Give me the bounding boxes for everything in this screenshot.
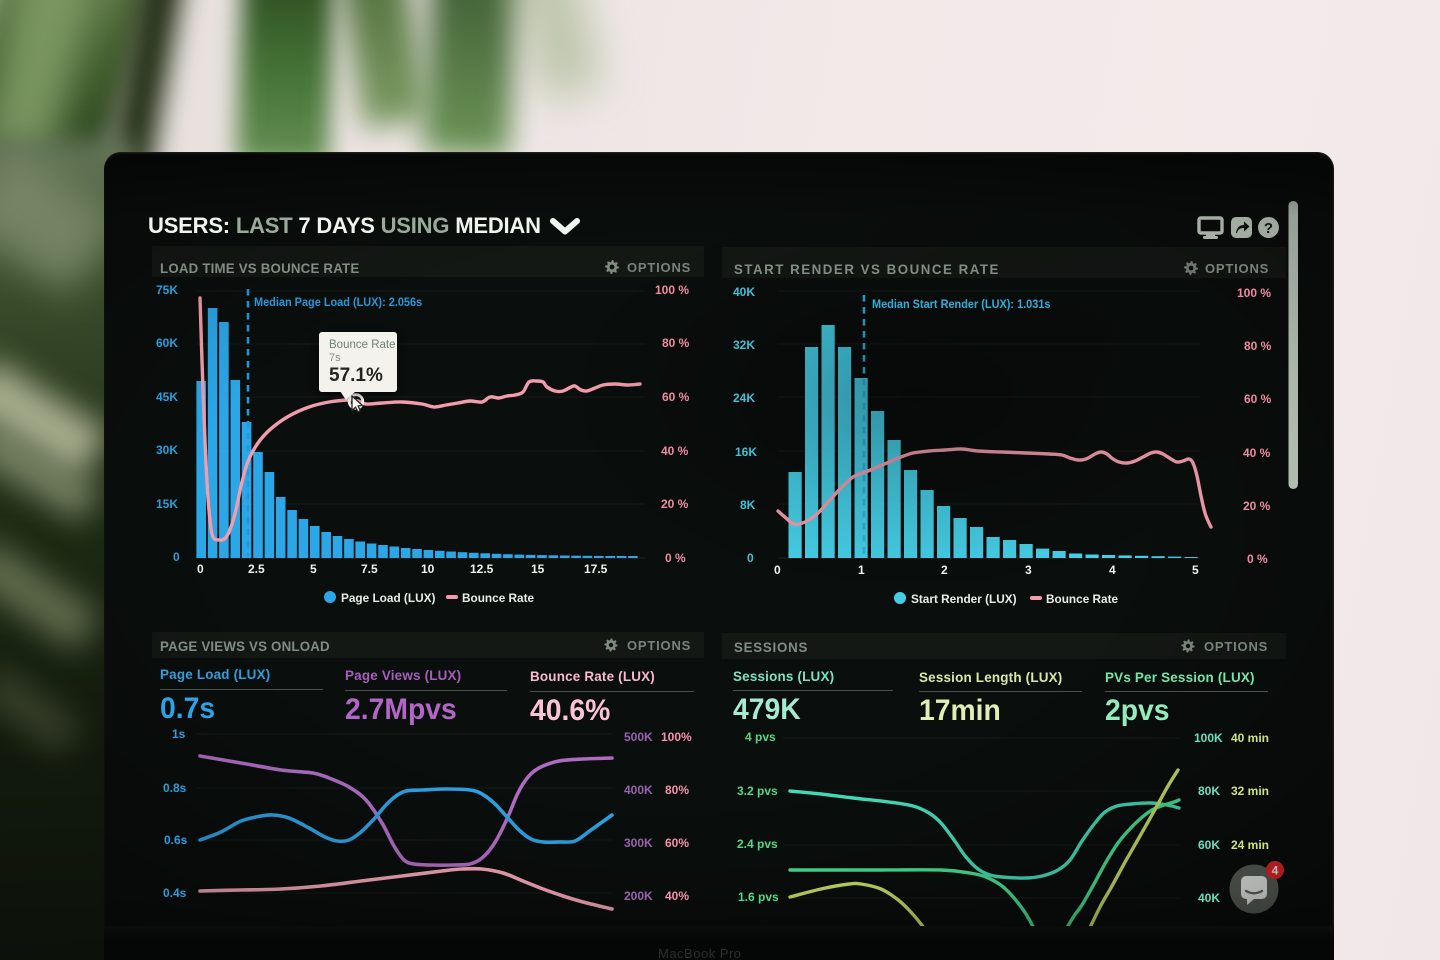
svg-text:4: 4: [1272, 864, 1279, 878]
svg-text:?: ?: [1264, 220, 1273, 237]
